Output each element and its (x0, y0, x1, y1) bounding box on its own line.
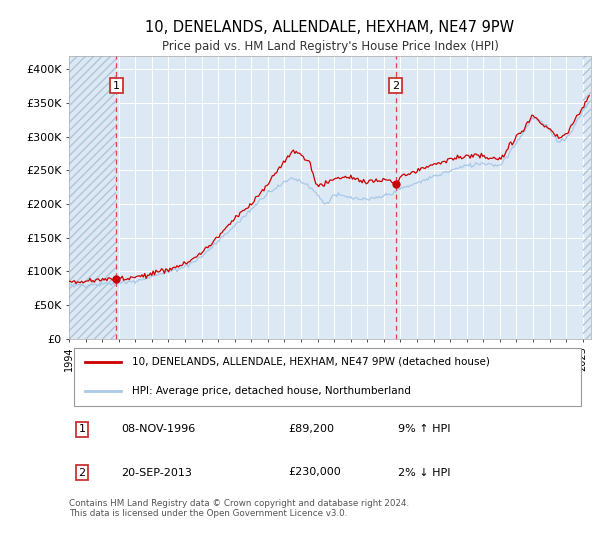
Text: 9% ↑ HPI: 9% ↑ HPI (398, 424, 451, 435)
Text: 1: 1 (113, 81, 120, 91)
Text: £89,200: £89,200 (288, 424, 334, 435)
Text: 08-NOV-1996: 08-NOV-1996 (121, 424, 196, 435)
Text: 2% ↓ HPI: 2% ↓ HPI (398, 468, 451, 478)
Text: 2: 2 (79, 468, 86, 478)
Text: 20-SEP-2013: 20-SEP-2013 (121, 468, 192, 478)
Text: 10, DENELANDS, ALLENDALE, HEXHAM, NE47 9PW: 10, DENELANDS, ALLENDALE, HEXHAM, NE47 9… (145, 20, 515, 35)
Bar (69, 56, 116, 339)
FancyBboxPatch shape (74, 348, 581, 405)
Text: Contains HM Land Registry data © Crown copyright and database right 2024.
This d: Contains HM Land Registry data © Crown c… (69, 498, 409, 518)
Bar (69, 56, 116, 339)
Bar (583, 56, 591, 339)
Text: HPI: Average price, detached house, Northumberland: HPI: Average price, detached house, Nort… (131, 386, 410, 396)
Text: 1: 1 (79, 424, 86, 435)
Text: Price paid vs. HM Land Registry's House Price Index (HPI): Price paid vs. HM Land Registry's House … (161, 40, 499, 53)
Text: 10, DENELANDS, ALLENDALE, HEXHAM, NE47 9PW (detached house): 10, DENELANDS, ALLENDALE, HEXHAM, NE47 9… (131, 357, 490, 367)
Text: 2: 2 (392, 81, 400, 91)
Text: £230,000: £230,000 (288, 468, 341, 478)
